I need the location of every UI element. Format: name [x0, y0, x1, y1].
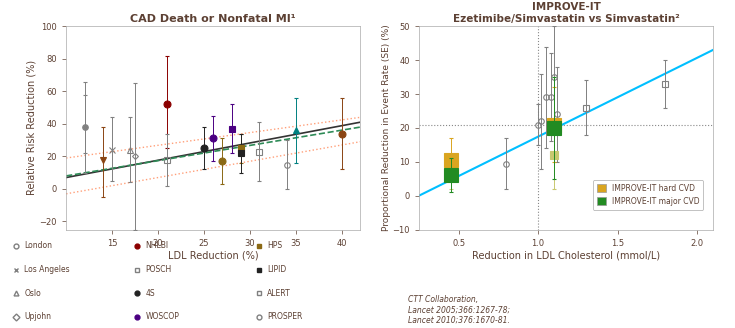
Text: CTT Collaboration,
Lancet 2005;366:1267-78;
Lancet 2010;376:1670-81.: CTT Collaboration, Lancet 2005;366:1267-… [408, 295, 510, 325]
Text: WOSCOP: WOSCOP [146, 312, 179, 321]
Title: CAD Death or Nonfatal MI¹: CAD Death or Nonfatal MI¹ [130, 14, 296, 24]
Title: IMPROVE-IT
Ezetimibe/Simvastatin vs Simvastatin²: IMPROVE-IT Ezetimibe/Simvastatin vs Simv… [453, 3, 679, 24]
Text: PROSPER: PROSPER [267, 312, 302, 321]
Text: Oslo: Oslo [24, 289, 41, 298]
Legend: IMPROVE-IT hard CVD, IMPROVE-IT major CVD: IMPROVE-IT hard CVD, IMPROVE-IT major CV… [592, 180, 703, 210]
Text: Upjohn: Upjohn [24, 312, 51, 321]
X-axis label: Reduction in LDL Cholesterol (mmol/L): Reduction in LDL Cholesterol (mmol/L) [472, 250, 660, 260]
Text: LIPID: LIPID [267, 265, 286, 274]
Text: ALERT: ALERT [267, 289, 290, 298]
Y-axis label: Relative Risk Reduction (%): Relative Risk Reduction (%) [27, 60, 37, 195]
Text: London: London [24, 241, 52, 251]
X-axis label: LDL Reduction (%): LDL Reduction (%) [168, 250, 259, 260]
Text: HPS: HPS [267, 241, 282, 251]
Text: NHLBI: NHLBI [146, 241, 168, 251]
Text: 4S: 4S [146, 289, 155, 298]
Text: Los Angeles: Los Angeles [24, 265, 70, 274]
Y-axis label: Proportional Reduction in Event Rate (SE) (%): Proportional Reduction in Event Rate (SE… [382, 25, 391, 231]
Text: POSCH: POSCH [146, 265, 172, 274]
